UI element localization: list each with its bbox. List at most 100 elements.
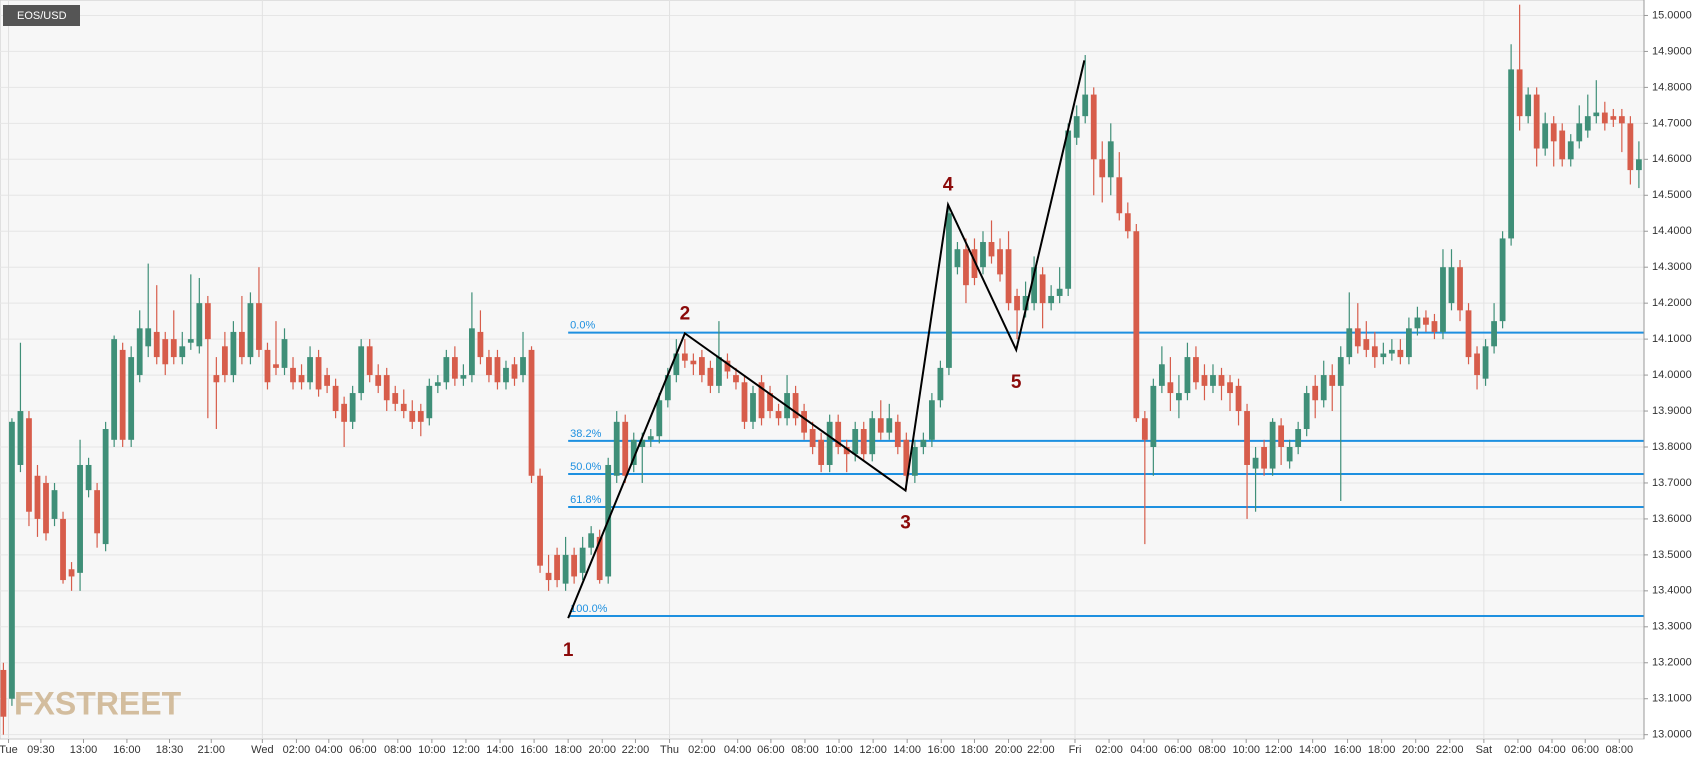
y-tick-label: 13.5000 — [1652, 549, 1692, 561]
candle-body — [664, 375, 671, 401]
candle-body — [1380, 353, 1387, 358]
candle-body — [213, 375, 220, 383]
x-tick-label: 16:00 — [927, 744, 955, 756]
candle-body — [358, 346, 365, 394]
candle-body — [1618, 116, 1625, 124]
candle-body — [281, 339, 288, 368]
x-tick-label: 06:00 — [1164, 744, 1192, 756]
candle-body — [1635, 159, 1642, 171]
y-tick-label: 13.6000 — [1652, 513, 1692, 525]
candle-body — [1014, 295, 1020, 311]
candle-body — [68, 569, 75, 577]
x-tick-label: 02:00 — [1095, 744, 1123, 756]
candle-body — [247, 303, 254, 358]
candle-body — [1542, 123, 1549, 149]
y-tick-label: 14.2000 — [1652, 297, 1692, 309]
wave-label: 5 — [1011, 372, 1022, 393]
candle-body — [34, 475, 41, 519]
candle-body — [17, 411, 24, 465]
candle-body — [980, 242, 986, 268]
candle-body — [273, 364, 279, 368]
candle-body — [1576, 123, 1583, 142]
x-tick-label: 12:00 — [452, 744, 480, 756]
y-tick-label: 15.0000 — [1652, 9, 1692, 21]
candle-body — [775, 411, 782, 419]
candle-body — [375, 375, 382, 386]
candle-body — [443, 357, 450, 383]
candle-body — [503, 367, 509, 383]
x-tick-label: 18:00 — [961, 744, 989, 756]
candle-body — [128, 357, 135, 440]
x-tick-label: 10:00 — [825, 744, 853, 756]
candle-body — [264, 349, 271, 383]
candle-body — [1031, 267, 1037, 304]
y-tick-label: 13.4000 — [1652, 585, 1692, 597]
candle-body — [400, 403, 407, 412]
wave-line — [567, 60, 1086, 619]
candle-body — [170, 339, 177, 358]
candle-body — [971, 249, 978, 278]
candle-body — [417, 411, 424, 422]
candle-body — [26, 418, 32, 512]
candle-body — [1005, 249, 1012, 304]
x-tick-label: 20:00 — [995, 744, 1023, 756]
x-tick-label: 16:00 — [113, 744, 141, 756]
candle-body — [1525, 94, 1532, 117]
candle-body — [1099, 159, 1106, 178]
candle-body — [843, 446, 850, 455]
candle-body — [136, 328, 143, 376]
candle-body — [869, 418, 876, 455]
candle-body — [630, 439, 637, 465]
candle-body — [298, 375, 305, 383]
candle-body — [1303, 393, 1310, 430]
candle-body — [409, 411, 416, 422]
x-tick-label: 08:00 — [1198, 744, 1226, 756]
x-tick-label: 13:00 — [70, 744, 98, 756]
candle-body — [511, 364, 518, 379]
y-tick-label: 13.3000 — [1652, 621, 1692, 633]
x-tick-label: 04:00 — [1130, 744, 1158, 756]
y-tick-label: 14.6000 — [1652, 153, 1692, 165]
candle-body — [724, 360, 731, 372]
candle-body — [835, 421, 842, 447]
candle-body — [324, 375, 330, 386]
x-tick-label: 02:00 — [283, 744, 311, 756]
candle-body — [1141, 418, 1148, 440]
candle-body — [1124, 213, 1131, 232]
candle-body — [1397, 349, 1404, 358]
y-tick-label: 14.7000 — [1652, 117, 1692, 129]
candle-body — [1201, 375, 1208, 386]
candle-body — [818, 439, 825, 465]
y-tick-label: 13.0000 — [1652, 729, 1692, 741]
candle-body — [153, 331, 160, 358]
candle-body — [460, 375, 467, 379]
candle-body — [486, 357, 492, 376]
candle-body — [1610, 116, 1617, 120]
wave: 1 2 3 4 5 — [563, 60, 1086, 661]
candle-body — [383, 375, 390, 401]
candle-body — [119, 349, 126, 440]
candle-body — [1550, 123, 1557, 142]
candle-body — [1627, 123, 1634, 171]
candle-body — [1218, 375, 1225, 386]
candle-body — [1491, 321, 1497, 347]
candle-body — [0, 669, 7, 717]
candle-body — [1184, 357, 1191, 394]
candle-body — [537, 475, 543, 566]
candle-body — [1508, 69, 1515, 239]
candle-body — [1039, 274, 1046, 304]
candle-body — [792, 393, 799, 419]
candle-body — [877, 418, 884, 433]
candle-body — [1516, 69, 1523, 117]
fib-label: 61.8% — [570, 494, 601, 506]
candle-body — [221, 346, 228, 376]
candle-body — [920, 439, 927, 447]
candle-body — [1465, 310, 1472, 358]
x-tick-label: Sat — [1476, 744, 1493, 756]
candle-body — [1414, 317, 1421, 329]
candle-body — [579, 547, 586, 573]
candle-body — [77, 464, 83, 573]
x-tick-label: 22:00 — [1027, 744, 1055, 756]
candle-body — [1167, 382, 1174, 394]
candle-body — [1269, 421, 1276, 469]
